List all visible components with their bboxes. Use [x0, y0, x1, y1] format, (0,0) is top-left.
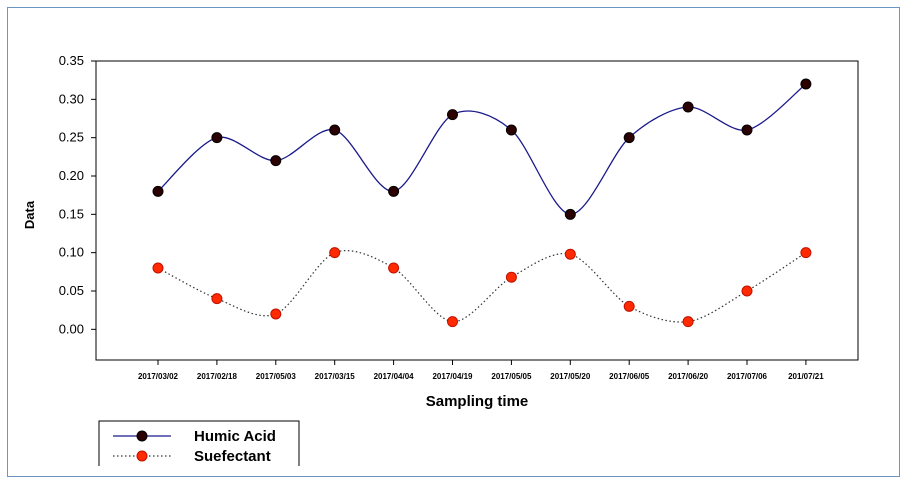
data-point-humic-acid — [388, 185, 400, 197]
x-axis: 2017/03/02 2017/02/18 2017/05/03 2017/03/15… — [138, 360, 824, 381]
data-point-humic-acid — [564, 208, 576, 220]
y-tick-label: 0.10 — [59, 245, 84, 260]
x-tick-label: 2017/03/02 — [138, 372, 179, 381]
y-tick-label: 0.20 — [59, 168, 84, 183]
data-point-humic-acid — [270, 155, 282, 167]
plot-area — [95, 60, 859, 361]
x-tick-label: 2017/06/05 — [609, 372, 650, 381]
series-layer — [152, 78, 812, 328]
data-point-suefectant — [741, 285, 753, 297]
data-point-suefectant — [270, 308, 282, 320]
data-point-humic-acid — [741, 124, 753, 136]
data-point-suefectant — [211, 293, 223, 305]
x-tick-label: 2017/05/05 — [491, 372, 532, 381]
data-point-suefectant — [329, 247, 341, 259]
data-point-suefectant — [682, 316, 694, 328]
data-point-humic-acid — [447, 109, 458, 121]
legend-marker-suefectant — [136, 450, 148, 462]
x-tick-label: 2017/05/20 — [550, 372, 591, 381]
data-point-humic-acid — [682, 101, 694, 113]
x-tick-label: 2017/02/18 — [197, 372, 238, 381]
x-tick-label: 201/07/21 — [788, 372, 824, 381]
y-tick-label: 0.35 — [59, 53, 84, 68]
legend-label-humic-acid: Humic Acid — [194, 428, 276, 445]
data-point-humic-acid — [800, 78, 812, 90]
data-point-humic-acid — [329, 124, 341, 136]
x-tick-label: 2017/04/19 — [432, 372, 473, 381]
y-tick-label: 0.05 — [59, 283, 84, 298]
x-tick-label: 2017/07/06 — [727, 372, 768, 381]
x-tick-label: 2017/05/03 — [256, 372, 297, 381]
data-point-humic-acid — [152, 185, 164, 197]
series-line-humic-acid — [157, 83, 807, 215]
legend: Humic Acid Suefectant — [98, 420, 300, 466]
data-point-suefectant — [564, 248, 576, 260]
x-tick-label: 2017/04/04 — [374, 372, 415, 381]
data-point-suefectant — [800, 247, 812, 259]
data-point-suefectant — [152, 262, 164, 274]
data-point-suefectant — [505, 271, 517, 283]
y-tick-label: 0.25 — [59, 130, 84, 145]
data-point-humic-acid — [505, 124, 517, 136]
legend-box — [98, 420, 300, 466]
y-tick-label: 0.30 — [59, 91, 84, 106]
data-point-humic-acid — [623, 132, 635, 144]
legend-marker-humic-acid — [136, 430, 148, 442]
series-line-suefectant — [157, 250, 807, 323]
x-axis-title: Sampling time — [426, 393, 529, 410]
data-point-suefectant — [623, 300, 635, 312]
y-tick-label: 0.15 — [59, 206, 84, 221]
data-point-suefectant — [447, 316, 458, 328]
x-tick-label: 2017/03/15 — [315, 372, 356, 381]
data-point-humic-acid — [211, 132, 223, 144]
data-point-suefectant — [388, 262, 400, 274]
y-axis-title: Data — [22, 200, 37, 229]
line-chart: 0.00 0.05 0.10 0.15 0.20 0.25 0.30 0.35 2017/03… — [22, 53, 859, 466]
y-axis: 0.00 0.05 0.10 0.15 0.20 0.25 0.30 0.35 — [59, 53, 96, 336]
x-tick-label: 2017/06/20 — [668, 372, 709, 381]
legend-label-suefectant: Suefectant — [194, 448, 271, 465]
y-tick-label: 0.00 — [59, 321, 84, 336]
